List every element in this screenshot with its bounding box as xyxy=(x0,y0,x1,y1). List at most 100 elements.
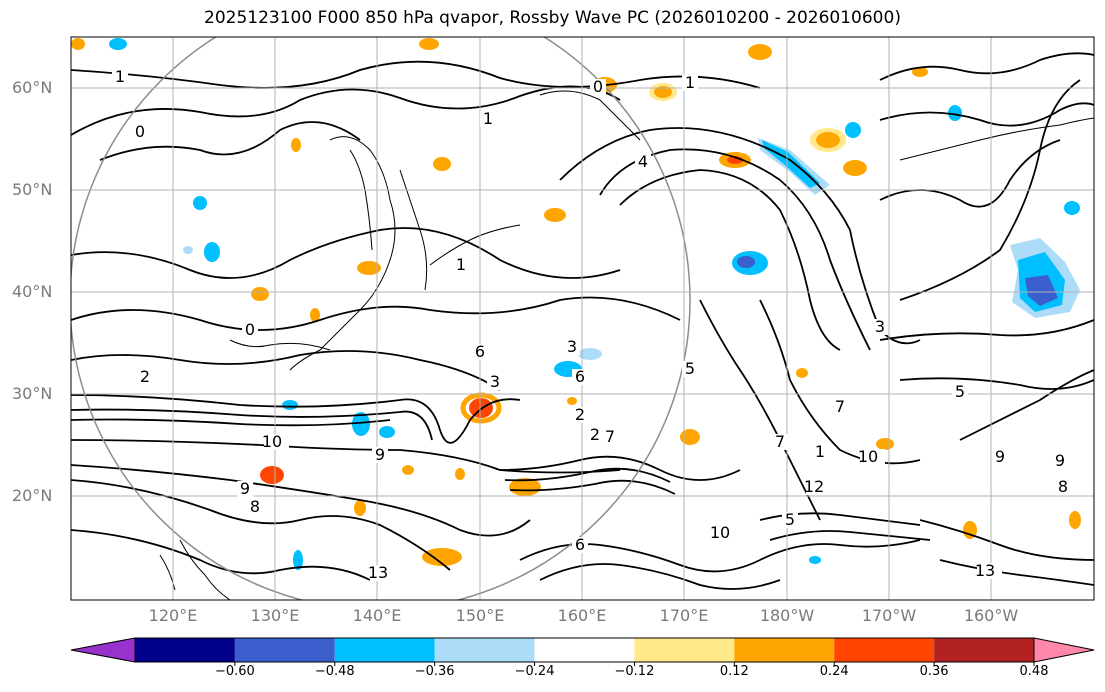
contour-label-bg xyxy=(587,427,603,443)
contour-label: 10 xyxy=(858,447,878,466)
contour-label-bg xyxy=(712,525,737,541)
contour-label: 2 xyxy=(140,367,150,386)
contour-label-bg xyxy=(1055,479,1071,495)
contour-label: 6 xyxy=(575,535,585,554)
contour-label-bg xyxy=(682,75,698,91)
longitude-label: 160°W xyxy=(963,606,1019,625)
contour-label: 10 xyxy=(262,432,282,451)
contour-label: 3 xyxy=(490,372,500,391)
latitude-label: 30°N xyxy=(12,384,53,403)
rossby-wave-circle xyxy=(71,37,691,600)
colorbar-frame xyxy=(134,637,1035,663)
contour-label-bg xyxy=(237,481,253,497)
colorbar-segment xyxy=(135,638,235,662)
contour-label: 6 xyxy=(475,342,485,361)
contour-label-bg xyxy=(812,444,828,460)
contour-label-bg xyxy=(112,69,128,85)
contour-label-bg xyxy=(572,537,588,553)
contour-label-bg xyxy=(453,257,469,273)
colorbar-segment xyxy=(834,638,935,662)
latitude-label: 40°N xyxy=(12,282,53,301)
contour-label-bg xyxy=(992,449,1008,465)
contour-label: 5 xyxy=(955,382,965,401)
colorbar-segment xyxy=(534,638,635,662)
contour-label-bg xyxy=(247,499,263,515)
contour-label-bg xyxy=(952,384,968,400)
colorbar-segment xyxy=(234,638,335,662)
contour-label: 0 xyxy=(135,122,145,141)
colorbar xyxy=(70,637,1095,666)
contour-label: 7 xyxy=(835,397,845,416)
colorbar-segment xyxy=(334,638,435,662)
contour-label-bg xyxy=(564,339,580,355)
contour-label: 5 xyxy=(785,510,795,529)
colorbar-tick-label: 0.48 xyxy=(1019,664,1049,679)
contour-label: 10 xyxy=(710,523,730,542)
colorbar-extend-min xyxy=(70,637,136,663)
contour-label-bg xyxy=(832,399,848,415)
contour-label-bg xyxy=(682,361,698,377)
colorbar-tick-label: −0.12 xyxy=(614,664,655,679)
colorbar-tick-label: −0.48 xyxy=(314,664,355,679)
contour-label: 0 xyxy=(593,77,603,96)
colorbar-segment xyxy=(434,638,535,662)
contour-label: 1 xyxy=(685,73,695,92)
coastline xyxy=(159,90,1094,600)
contour-label: 12 xyxy=(804,477,824,496)
contour-label: 0 xyxy=(245,320,255,339)
contour-label: 1 xyxy=(456,255,466,274)
contour-label-bg xyxy=(860,449,885,465)
latitude-label: 60°N xyxy=(12,78,53,97)
contour-label: 9 xyxy=(995,447,1005,466)
longitude-label: 130°E xyxy=(250,606,300,625)
contour-label: 13 xyxy=(368,563,388,582)
contour-label-bg xyxy=(137,369,153,385)
contour-label: 3 xyxy=(567,337,577,356)
colorbar-tick-label: −0.60 xyxy=(214,664,255,679)
longitude-label: 170°E xyxy=(659,606,709,625)
latitude-label: 20°N xyxy=(12,486,53,505)
colorbar-extend-max xyxy=(1033,637,1095,663)
contour-label: 2 xyxy=(590,425,600,444)
contour-label-bg xyxy=(772,434,788,450)
colorbar-segment xyxy=(734,638,835,662)
longitude-label: 140°E xyxy=(352,606,402,625)
colorbar-tick-label: −0.36 xyxy=(414,664,455,679)
colorbar-segment xyxy=(934,638,1034,662)
contour-label-bg xyxy=(1052,453,1068,469)
contour-label: 9 xyxy=(1055,451,1065,470)
contour-label: 3 xyxy=(875,317,885,336)
contour-label: 1 xyxy=(815,442,825,461)
contour-label: 1 xyxy=(115,67,125,86)
colorbar-tick-label: 0.24 xyxy=(819,664,849,679)
contour-label-bg xyxy=(472,344,488,360)
colorbar-segment xyxy=(634,638,735,662)
latitude-label: 50°N xyxy=(12,180,53,199)
contour-label-bg xyxy=(977,563,1002,579)
contour-label: 7 xyxy=(605,427,615,446)
contour-label-bg xyxy=(370,565,395,581)
longitude-label: 120°E xyxy=(148,606,198,625)
contour-label-bg xyxy=(372,447,388,463)
longitude-label: 170°W xyxy=(861,606,917,625)
map-frame xyxy=(70,36,1095,601)
contour-label: 7 xyxy=(775,432,785,451)
colorbar-tick-label: −0.24 xyxy=(514,664,555,679)
contour-label: 5 xyxy=(685,359,695,378)
contour-label-bg xyxy=(572,369,588,385)
contour-label-bg xyxy=(806,479,831,495)
contour-label: 9 xyxy=(375,445,385,464)
contour-label-bg xyxy=(872,319,888,335)
contour-label: 2 xyxy=(575,405,585,424)
contour-label-bg xyxy=(480,111,496,127)
contour-label-bg xyxy=(782,512,798,528)
longitude-label: 160°E xyxy=(557,606,607,625)
contour-label-bg xyxy=(602,429,618,445)
contour-label: 4 xyxy=(638,152,648,171)
colorbar-tick-label: 0.36 xyxy=(919,664,949,679)
contour-label: 9 xyxy=(240,479,250,498)
contour-label-bg xyxy=(242,322,258,338)
contour-label: 8 xyxy=(250,497,260,516)
